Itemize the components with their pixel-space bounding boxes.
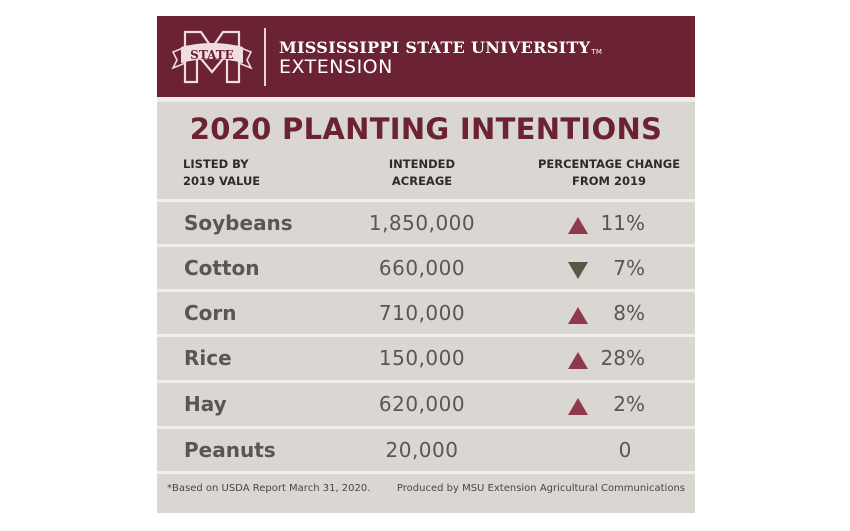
percent-change: 0 [618,438,632,462]
column-header-acreage: INTENDED ACREAGE [362,156,482,190]
table-row: Soybeans 1,850,000 11% [157,199,695,244]
table-row: Rice 150,000 28% [157,334,695,379]
header-divider [264,28,266,86]
increase-arrow-icon [568,352,588,369]
crop-name: Rice [184,346,232,370]
table-row: Peanuts 20,000 0 [157,426,695,471]
percent-change: 8% [613,301,645,325]
increase-arrow-icon [568,307,588,324]
intended-acreage: 1,850,000 [368,211,476,235]
percent-change: 28% [600,346,645,370]
decrease-arrow-icon [568,262,588,279]
column-header-crop-line2: 2019 VALUE [183,174,261,188]
university-name: MISSISSIPPI STATE UNIVERSITYTM [279,38,602,57]
extension-name: EXTENSION [279,56,393,78]
crop-name: Corn [184,301,237,325]
logo-text: STATE [190,48,234,62]
header-separator [157,97,695,102]
column-header-acreage-line2: ACREAGE [391,174,453,188]
intended-acreage: 150,000 [378,346,466,370]
column-header-crop: LISTED BY 2019 VALUE [183,156,260,190]
intended-acreage: 710,000 [378,301,466,325]
intended-acreage: 660,000 [378,256,466,280]
increase-arrow-icon [568,398,588,415]
column-header-crop-line1: LISTED BY [183,157,249,171]
msu-state-logo-icon: STATE [171,30,253,84]
percent-change: 7% [613,256,645,280]
crop-name: Cotton [184,256,260,280]
intended-acreage: 620,000 [378,392,466,416]
production-credit: Produced by MSU Extension Agricultural C… [396,483,685,494]
footer-separator [157,471,695,474]
table-row: Corn 710,000 8% [157,289,695,334]
page-title: 2020 PLANTING INTENTIONS [189,112,663,146]
percent-change: 2% [613,392,645,416]
column-header-acreage-line1: INTENDED [388,157,456,171]
university-name-text: MISSISSIPPI STATE UNIVERSITY [279,38,591,57]
table-row: Cotton 660,000 7% [157,244,695,289]
msu-extension-header: STATE MISSISSIPPI STATE UNIVERSITYTM EXT… [157,16,695,97]
increase-arrow-icon [568,217,588,234]
crop-name: Soybeans [184,211,293,235]
column-header-change-line1: PERCENTAGE CHANGE [537,157,681,171]
crop-name: Hay [184,392,227,416]
planting-intentions-card: STATE MISSISSIPPI STATE UNIVERSITYTM EXT… [157,16,695,513]
column-header-change: PERCENTAGE CHANGE FROM 2019 [529,156,689,190]
percent-change: 11% [600,211,645,235]
source-note: *Based on USDA Report March 31, 2020. [167,483,371,494]
trademark-mark: TM [591,48,603,56]
intended-acreage: 20,000 [385,438,459,462]
crop-name: Peanuts [184,438,276,462]
table-row: Hay 620,000 2% [157,380,695,425]
column-header-change-line2: FROM 2019 [572,174,646,188]
